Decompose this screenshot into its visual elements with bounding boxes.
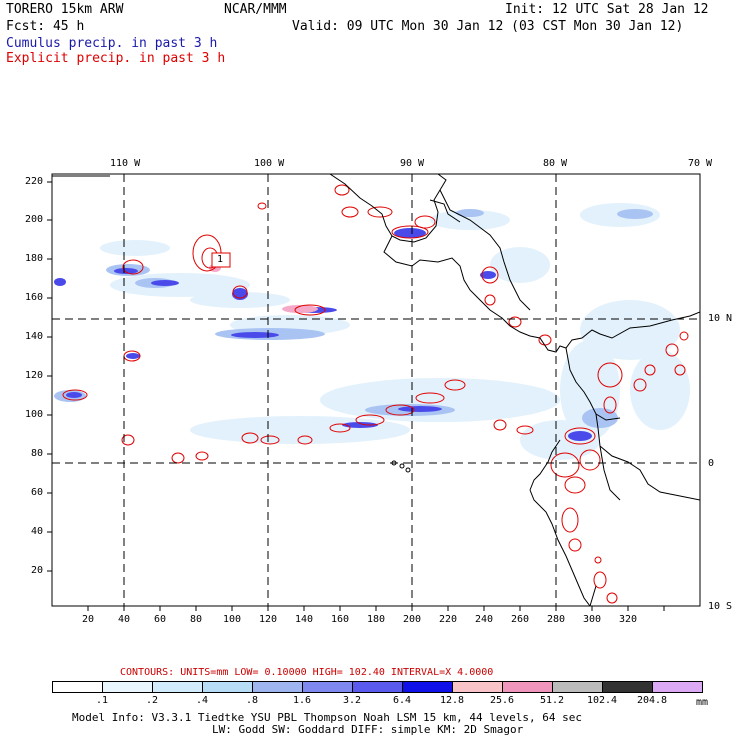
colorbar-swatch — [552, 681, 603, 693]
graticule — [52, 174, 700, 606]
explicit-contours — [62, 184, 689, 604]
y-tick: 180 — [25, 253, 44, 264]
colorbar-label: 3.2 — [342, 695, 362, 706]
colorbar-swatch — [302, 681, 353, 693]
valid-time: Valid: 09 UTC Mon 30 Jan 12 (03 CST Mon … — [292, 19, 684, 34]
x-tick: 180 — [367, 614, 386, 625]
x-tick: 260 — [511, 614, 530, 625]
colorbar-unit: mm — [696, 697, 709, 708]
colorbar-swatch — [52, 681, 103, 693]
x-tick: 100 — [223, 614, 242, 625]
x-tick: 300 — [583, 614, 602, 625]
lon-label-100w: 100 W — [254, 158, 285, 169]
x-tick: 140 — [295, 614, 314, 625]
y-tick: 220 — [25, 176, 44, 187]
x-tick: 120 — [259, 614, 278, 625]
x-tick: 40 — [118, 614, 131, 625]
contour-info: CONTOURS: UNITS=mm LOW= 0.10000 HIGH= 10… — [120, 667, 494, 678]
colorbar-label: 1.6 — [292, 695, 312, 706]
x-tick: 220 — [439, 614, 458, 625]
colorbar-label: 51.2 — [539, 695, 565, 706]
colorbar-label: 12.8 — [439, 695, 465, 706]
lat-label-0: 0 — [708, 458, 715, 469]
annotation-box — [211, 252, 231, 268]
x-tick: 160 — [331, 614, 350, 625]
colorbar-label: 6.4 — [392, 695, 412, 706]
y-tick: 140 — [25, 331, 44, 342]
colorbar-swatch — [202, 681, 253, 693]
x-tick: 80 — [190, 614, 203, 625]
x-tick: 240 — [475, 614, 494, 625]
axis-ticks — [47, 181, 665, 611]
heavy-precip — [54, 228, 592, 441]
center-name: NCAR/MMM — [224, 2, 287, 17]
colorbar-swatch — [352, 681, 403, 693]
y-tick: 120 — [25, 370, 44, 381]
x-tick: 280 — [547, 614, 566, 625]
colorbar-swatch — [452, 681, 503, 693]
model-info: Model Info: V3.3.1 Tiedtke YSU PBL Thomp… — [72, 711, 582, 724]
colorbar-swatch — [102, 681, 153, 693]
y-tick: 200 — [25, 214, 44, 225]
precip-fields — [52, 174, 700, 606]
colorbar-swatch — [252, 681, 303, 693]
x-tick: 60 — [154, 614, 167, 625]
colorbar-label: .1 — [95, 695, 109, 706]
lat-label-10s: 10 S — [708, 601, 733, 612]
lon-label-80w: 80 W — [543, 158, 568, 169]
legend-cumulus: Cumulus precip. in past 3 h — [6, 36, 218, 51]
colorbar-swatch — [152, 681, 203, 693]
y-tick: 20 — [31, 565, 44, 576]
colorbar-label: 102.4 — [586, 695, 618, 706]
init-time: Init: 12 UTC Sat 28 Jan 12 — [505, 2, 709, 17]
forecast-hour: Fcst: 45 h — [6, 19, 85, 34]
x-tick: 20 — [82, 614, 95, 625]
lon-label-90w: 90 W — [400, 158, 425, 169]
annotation-label: 1 — [217, 254, 224, 265]
colorbar-swatch — [502, 681, 553, 693]
model-title: TORERO 15km ARW — [6, 2, 124, 17]
y-tick: 40 — [31, 526, 44, 537]
x-tick: 320 — [619, 614, 638, 625]
coastlines — [52, 174, 700, 606]
colorbar-label: .2 — [145, 695, 159, 706]
colorbar-label: 204.8 — [636, 695, 668, 706]
y-tick: 80 — [31, 448, 44, 459]
lat-label-10n: 10 N — [708, 313, 733, 324]
y-tick: 100 — [25, 409, 44, 420]
lon-label-70w: 70 W — [688, 158, 713, 169]
colorbar-swatch — [652, 681, 703, 693]
lon-label-110w: 110 W — [110, 158, 141, 169]
x-tick: 200 — [403, 614, 422, 625]
y-tick: 160 — [25, 292, 44, 303]
colorbar-swatch — [602, 681, 653, 693]
colorbar-swatch — [402, 681, 453, 693]
colorbar-label: .4 — [195, 695, 209, 706]
colorbar-label: .8 — [245, 695, 259, 706]
legend-explicit: Explicit precip. in past 3 h — [6, 51, 226, 66]
colorbar-label: 25.6 — [489, 695, 515, 706]
y-tick: 60 — [31, 487, 44, 498]
model-physics: LW: Godd SW: Goddard DIFF: simple KM: 2D… — [212, 723, 524, 736]
